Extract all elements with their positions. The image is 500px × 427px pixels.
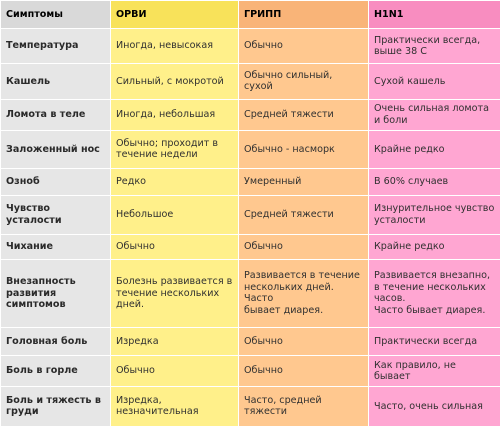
table-row: Боль и тяжесть в груди Изредка, незначит… (0, 385, 500, 427)
header-orvi: ОРВИ (110, 0, 239, 29)
symptom-cell: Чувство усталости (0, 195, 111, 235)
symptom-cell: Ломота в теле (0, 98, 111, 131)
symptom-cell: Температура (0, 27, 111, 65)
table-row: Заложенный нос Обычно; проходит в течени… (0, 129, 500, 170)
symptom-cell: Кашель (0, 63, 111, 100)
h1n1-cell: Развивается внезапно, в течение нескольк… (368, 258, 500, 329)
symptom-cell: Боль и тяжесть в груди (0, 385, 111, 427)
orvi-cell: Иногда, небольшая (110, 98, 239, 131)
gripp-cell: Часто, средней тяжести (238, 385, 369, 427)
table-row: Чихание Обычно Обычно Крайне редко (0, 233, 500, 260)
h1n1-cell: Крайне редко (368, 233, 500, 260)
h1n1-cell: Очень сильная ломота и боли (368, 98, 500, 131)
orvi-cell: Иногда, невысокая (110, 27, 239, 65)
gripp-cell: Обычно (238, 327, 369, 357)
gripp-cell: Средней тяжести (238, 195, 369, 235)
table-row: Температура Иногда, невысокая Обычно Пра… (0, 27, 500, 65)
symptom-cell: Озноб (0, 168, 111, 197)
table-row: Озноб Редко Умеренный В 60% случаев (0, 168, 500, 197)
table-row: Ломота в теле Иногда, небольшая Средней … (0, 98, 500, 131)
orvi-cell: Сильный, с мокротой (110, 63, 239, 100)
table-row: Внезапность развития симптомов Болезнь р… (0, 258, 500, 329)
h1n1-cell: Изнурительное чувство усталости (368, 195, 500, 235)
table-row: Кашель Сильный, с мокротой Обычно сильны… (0, 63, 500, 100)
orvi-cell: Обычно (110, 355, 239, 387)
gripp-cell: Обычно (238, 355, 369, 387)
header-row: Симптомы ОРВИ ГРИПП H1N1 (0, 0, 500, 29)
orvi-cell: Изредка (110, 327, 239, 357)
gripp-cell: Обычно сильный, сухой (238, 63, 369, 100)
gripp-cell: Обычно - насморк (238, 129, 369, 170)
symptom-cell: Заложенный нос (0, 129, 111, 170)
header-symptoms: Симптомы (0, 0, 111, 29)
gripp-cell: Обычно (238, 27, 369, 65)
symptom-cell: Чихание (0, 233, 111, 260)
table-row: Боль в горле Обычно Обычно Как правило, … (0, 355, 500, 387)
h1n1-cell: Как правило, не бывает (368, 355, 500, 387)
orvi-cell: Изредка, незначительная (110, 385, 239, 427)
orvi-cell: Обычно (110, 233, 239, 260)
gripp-cell: Средней тяжести (238, 98, 369, 131)
h1n1-cell: В 60% случаев (368, 168, 500, 197)
h1n1-cell: Крайне редко (368, 129, 500, 170)
symptom-cell: Внезапность развития симптомов (0, 258, 111, 329)
orvi-cell: Болезнь развивается в течение нескольких… (110, 258, 239, 329)
gripp-cell: Обычно (238, 233, 369, 260)
orvi-cell: Обычно; проходит в течение недели (110, 129, 239, 170)
table-row: Головная боль Изредка Обычно Практически… (0, 327, 500, 357)
h1n1-cell: Сухой кашель (368, 63, 500, 100)
gripp-cell: Умеренный (238, 168, 369, 197)
symptom-cell: Боль в горле (0, 355, 111, 387)
header-h1n1: H1N1 (368, 0, 500, 29)
orvi-cell: Небольшое (110, 195, 239, 235)
h1n1-cell: Практически всегда (368, 327, 500, 357)
symptom-cell: Головная боль (0, 327, 111, 357)
header-gripp: ГРИПП (238, 0, 369, 29)
h1n1-cell: Часто, очень сильная (368, 385, 500, 427)
table-row: Чувство усталости Небольшое Средней тяже… (0, 195, 500, 235)
orvi-cell: Редко (110, 168, 239, 197)
gripp-cell: Развивается в течение нескольких дней. Ч… (238, 258, 369, 329)
h1n1-cell: Практически всегда, выше 38 С (368, 27, 500, 65)
